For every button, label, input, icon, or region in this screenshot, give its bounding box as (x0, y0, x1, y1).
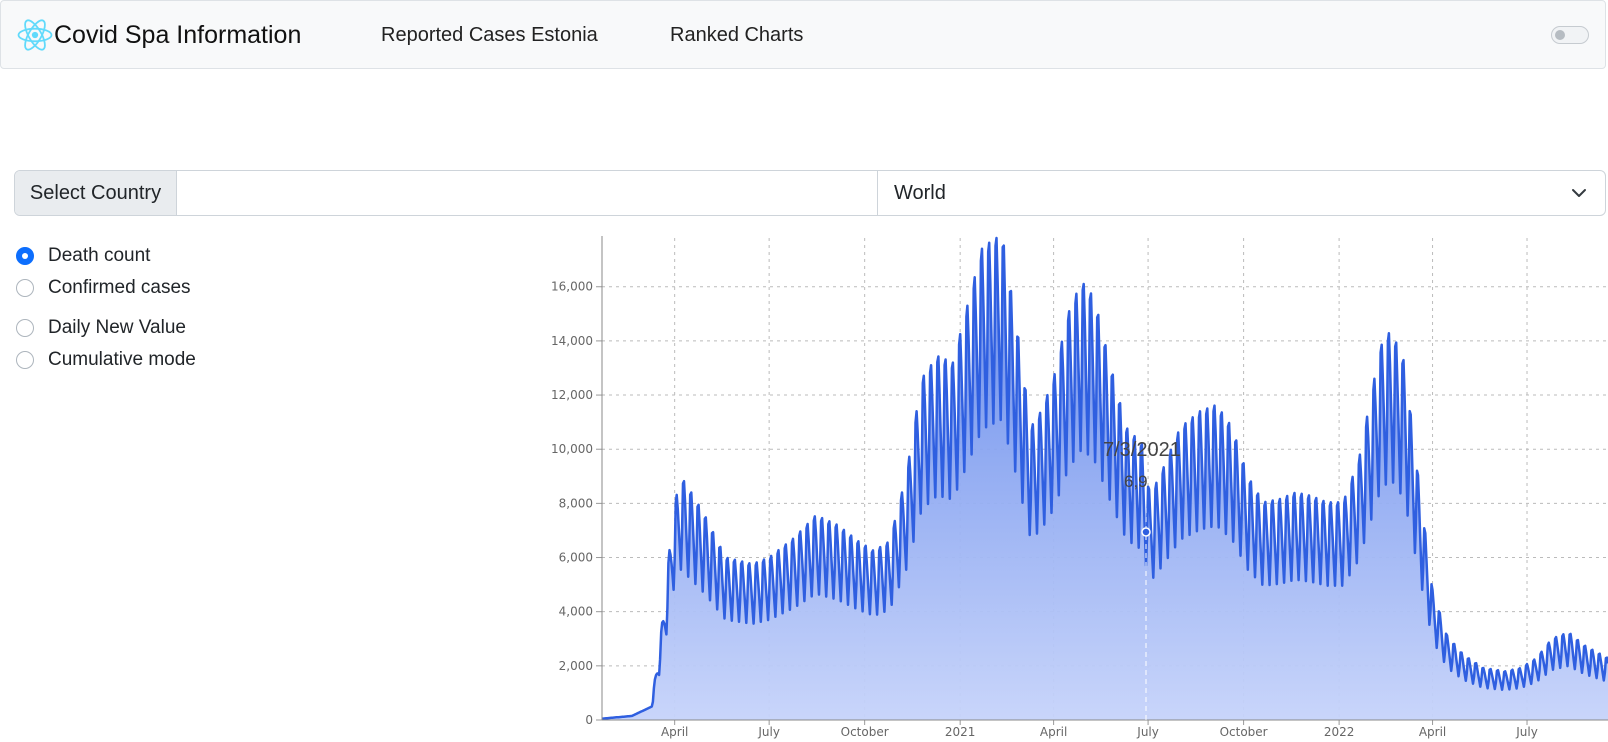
navbar: Covid Spa Information Reported Cases Est… (0, 0, 1606, 69)
y-tick-label: 2,000 (559, 659, 593, 673)
react-logo-icon (17, 19, 53, 51)
series-area (602, 238, 1608, 720)
radio-death-count[interactable]: Death count (16, 240, 196, 272)
series-line[interactable] (601, 236, 1608, 720)
y-tick-label: 14,000 (551, 334, 593, 348)
x-tick-label: October (841, 725, 889, 739)
nav-ranked-charts[interactable]: Ranked Charts (670, 24, 804, 46)
country-dropdown[interactable]: World (878, 171, 1605, 215)
radio-daily-new-value[interactable]: Daily New Value (16, 312, 196, 344)
radio-daily-new-value-button[interactable] (16, 319, 34, 337)
radio-cumulative-mode-label: Cumulative mode (48, 349, 196, 370)
y-tick-label: 16,000 (551, 280, 593, 294)
y-tick-label: 12,000 (551, 388, 593, 402)
radio-confirmed-cases-button[interactable] (16, 279, 34, 297)
x-tick-label: July (1136, 725, 1159, 739)
brand-title: Covid Spa Information (54, 21, 302, 49)
x-tick-label: July (757, 725, 780, 739)
country-dropdown-value: World (894, 182, 946, 204)
tooltip-value: 6,9 (1124, 472, 1148, 491)
x-tick-label: April (1040, 725, 1067, 739)
theme-toggle[interactable] (1551, 26, 1589, 44)
x-tick-label: April (661, 725, 688, 739)
radio-cumulative-mode[interactable]: Cumulative mode (16, 344, 196, 376)
select-country-label: Select Country (15, 171, 177, 215)
radio-death-count-button[interactable] (16, 247, 34, 265)
nav-reported-cases-estonia[interactable]: Reported Cases Estonia (381, 24, 598, 46)
radio-death-count-label: Death count (48, 245, 151, 266)
y-tick-label: 10,000 (551, 442, 593, 456)
x-tick-label: 2022 (1324, 725, 1355, 739)
toggle-knob (1555, 30, 1565, 40)
y-tick-label: 6,000 (559, 551, 593, 565)
country-selector: Select Country World (14, 170, 1606, 216)
tooltip-point[interactable] (1141, 527, 1151, 537)
x-tick-label: April (1419, 725, 1446, 739)
y-tick-label: 4,000 (559, 605, 593, 619)
x-tick-label: July (1515, 725, 1538, 739)
radio-cumulative-mode-button[interactable] (16, 351, 34, 369)
y-tick-label: 0 (585, 713, 593, 727)
x-tick-label: October (1220, 725, 1268, 739)
brand[interactable]: Covid Spa Information (17, 17, 301, 53)
radio-daily-new-value-label: Daily New Value (48, 317, 186, 338)
radio-confirmed-cases-label: Confirmed cases (48, 277, 191, 298)
tooltip-date: 7/3/2021 (1103, 439, 1181, 461)
radio-confirmed-cases[interactable]: Confirmed cases (16, 272, 196, 304)
x-tick-label: 2021 (945, 725, 976, 739)
chevron-down-icon (1572, 189, 1586, 197)
y-tick-label: 8,000 (559, 496, 593, 510)
country-search-input[interactable] (177, 171, 878, 215)
chart-options: Death count Confirmed cases Daily New Va… (16, 240, 196, 376)
